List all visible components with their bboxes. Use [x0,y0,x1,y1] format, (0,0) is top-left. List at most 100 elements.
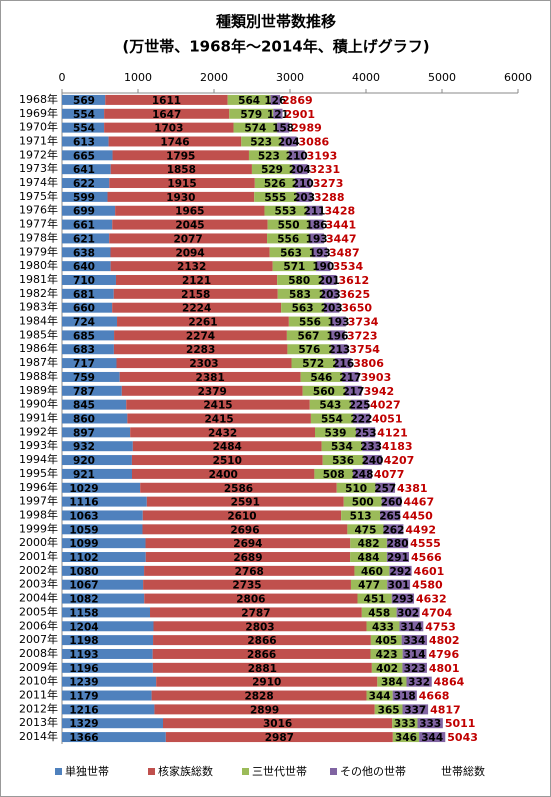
bar-segment [347,524,384,535]
bar-segment [381,496,402,507]
value-label: 845 [73,400,95,412]
value-label: 1063 [69,510,98,522]
bar-segment [251,164,293,175]
legend-label: 世帯総数 [441,764,485,778]
y-tick-label: 1974年 [19,175,58,189]
value-label: 333 [394,718,416,730]
legend-label: 核家族総数 [158,764,213,778]
total-label: 3734 [348,316,379,329]
value-label: 2899 [250,704,279,716]
bar-segment [62,191,108,202]
value-label: 423 [376,649,398,661]
bar-segment [62,413,128,424]
value-label: 2432 [208,427,237,439]
y-tick-label: 1997年 [19,494,58,508]
bar-segment [309,233,324,244]
bar-segment [62,662,153,673]
value-label: 508 [323,469,345,481]
value-label: 265 [379,510,401,522]
bar-segment [140,482,337,493]
value-label: 193 [309,247,331,259]
bar-segment [156,676,378,687]
bar-segment [121,385,303,396]
total-label: 4753 [425,620,456,633]
bar-segment [62,579,144,590]
value-label: 1915 [167,178,196,190]
bar-segment [62,496,147,507]
bar-segment [62,330,115,341]
chart-subtitle: (万世帯、1968年～2014年、積上げグラフ) [122,38,429,56]
bar-segment [62,704,155,715]
total-label: 4668 [419,690,450,703]
x-tick-label: 1000 [124,71,152,84]
bar-segment [62,524,143,535]
bar-segment [350,579,388,590]
bar-segment [62,164,111,175]
value-label: 567 [297,330,319,342]
bar-segment [153,635,371,646]
legend-marker [330,768,337,775]
y-tick-label: 2012年 [19,701,58,715]
value-label: 660 [73,303,95,315]
total-label: 4796 [428,648,459,661]
bar-segment [314,468,354,479]
bar-segment [402,662,427,673]
value-label: 622 [73,178,95,190]
bar-segment [113,288,278,299]
value-label: 203 [293,192,315,204]
x-tick-label: 3000 [276,71,304,84]
bar-segment [357,593,392,604]
bar-segment [370,648,403,659]
bar-segment [115,205,265,216]
value-label: 451 [364,594,386,606]
value-label: 556 [299,317,321,329]
value-label: 921 [73,469,95,481]
y-tick-label: 2011年 [19,688,58,702]
value-label: 344 [421,732,443,744]
y-tick-label: 2009年 [19,660,58,674]
value-label: 564 [238,95,260,107]
value-label: 1080 [69,566,98,578]
bar-segment [342,371,359,382]
value-label: 1196 [69,663,98,675]
value-label: 860 [73,414,95,426]
value-label: 550 [278,220,300,232]
y-tick-label: 1992年 [19,424,58,438]
bar-segment [309,399,352,410]
bar-segment [62,510,143,521]
total-label: 3441 [326,219,357,232]
bar-segment [315,427,356,438]
bar-segment [288,316,332,327]
y-tick-label: 2002年 [19,563,58,577]
value-label: 641 [73,164,95,176]
bar-segment [277,122,290,133]
bar-segment [353,468,372,479]
value-label: 932 [73,441,95,453]
y-tick-label: 1970年 [19,120,58,134]
value-label: 1795 [166,150,195,162]
value-label: 510 [345,483,367,495]
bar-segment [322,288,338,299]
value-label: 365 [378,704,400,716]
value-label: 1965 [175,206,204,218]
bar-segment [361,607,397,618]
value-label: 1930 [166,192,195,204]
bar-segment [370,635,402,646]
bar-segment [62,316,118,327]
bar-segment [62,371,120,382]
value-label: 2866 [247,635,276,647]
value-label: 1198 [69,635,98,647]
value-label: 2121 [182,275,211,287]
value-label: 576 [298,344,320,356]
total-label: 4121 [377,426,408,439]
value-label: 2415 [203,400,232,412]
bar-segment [62,219,113,230]
value-label: 699 [73,206,95,218]
value-label: 210 [286,150,308,162]
total-label: 4802 [429,634,460,647]
y-tick-label: 1986年 [19,341,58,355]
value-label: 1158 [69,607,98,619]
value-label: 1858 [167,164,196,176]
bar-segment [386,552,410,562]
total-label: 3086 [299,135,330,148]
